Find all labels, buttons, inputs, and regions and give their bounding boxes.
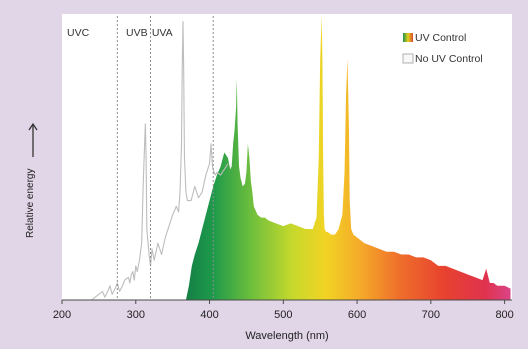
region-label-uvc: UVC [67, 27, 90, 39]
series-layer [62, 16, 511, 301]
up-arrow-icon [28, 122, 38, 131]
y-axis-label-group: Relative energy [25, 122, 38, 238]
x-tick-label: 200 [53, 309, 71, 321]
x-tick-label: 700 [422, 309, 440, 321]
legend-swatch-no-uv-control [402, 53, 414, 64]
legend-item-no-uv-control: No UV Control [402, 53, 483, 65]
y-axis-label: Relative energy [25, 169, 36, 238]
uv-boundary-layer [116, 16, 214, 300]
region-label-uva: UVA [152, 27, 173, 39]
uv-region-label-layer: UVC UVB UVA [67, 27, 173, 39]
x-tick-label: 500 [274, 309, 292, 321]
x-tick-layer: 200 300 400 500 600 700 800 [53, 300, 514, 321]
region-label-uvb: UVB [126, 27, 148, 39]
legend-label-no-uv-control: No UV Control [415, 53, 483, 65]
series-line-no-uv-control [62, 21, 229, 301]
legend-label-uv-control: UV Control [415, 32, 466, 44]
series-area-uv-control [185, 16, 511, 300]
legend-item-uv-control: UV Control [403, 32, 466, 44]
x-axis-label: Wavelength (nm) [245, 330, 328, 342]
x-tick-label: 800 [495, 309, 513, 321]
legend: UV Control No UV Control [402, 32, 483, 65]
x-tick-label: 400 [200, 309, 218, 321]
x-tick-label: 300 [127, 309, 145, 321]
legend-swatch-uv-control [403, 33, 413, 42]
x-tick-label: 600 [348, 309, 366, 321]
